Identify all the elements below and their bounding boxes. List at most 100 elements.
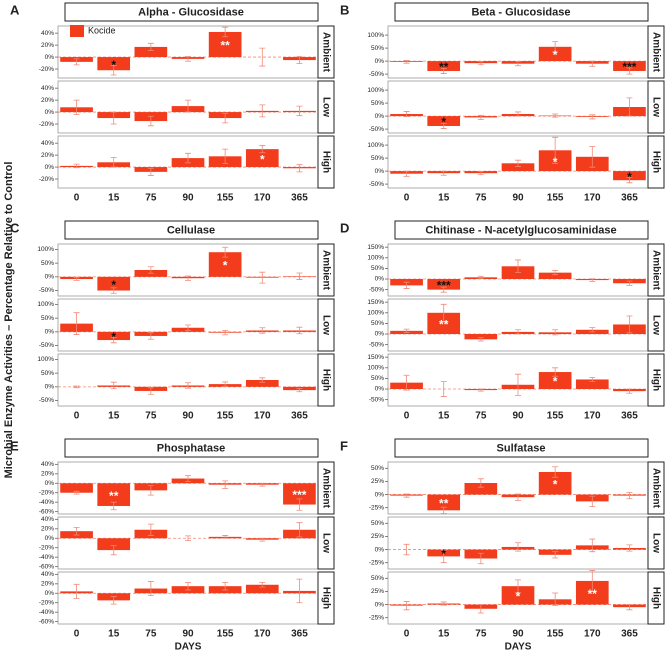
panel-title: Alpha - Glucosidase: [138, 6, 244, 18]
y-tick-label: 100%: [367, 365, 384, 372]
error-bar: [626, 315, 633, 334]
significance-label: **: [439, 60, 449, 74]
bar: [97, 57, 131, 71]
error-bar: [626, 280, 633, 286]
y-tick-label: 100%: [367, 142, 384, 149]
y-tick-label: 40%: [41, 571, 54, 578]
error-bar: [589, 278, 596, 282]
error-bar: [515, 111, 521, 117]
y-tick-label: 40%: [41, 140, 54, 147]
error-bar: [589, 327, 596, 333]
x-tick-label: 365: [291, 411, 308, 422]
bar: [575, 580, 609, 605]
error-bar: [222, 381, 229, 387]
error-bar: [185, 99, 191, 113]
error-bar: [626, 97, 633, 117]
significance-label: *: [441, 115, 446, 129]
error-bar: [259, 145, 266, 154]
error-bar: [552, 367, 559, 377]
bar: [97, 483, 131, 506]
bar: [427, 312, 461, 335]
error-bar: [73, 99, 80, 115]
bar: [60, 483, 93, 493]
error-bar: [403, 170, 410, 177]
y-tick-label: 150%: [367, 244, 384, 251]
error-bar: [259, 377, 266, 383]
x-tick-label: 90: [182, 629, 194, 640]
error-bar: [403, 111, 410, 118]
error-bar: [296, 272, 303, 280]
error-bar: [185, 475, 191, 482]
panel-title: Sulfatase: [497, 442, 546, 454]
panel-letter: D: [340, 220, 349, 235]
error-bar: [403, 493, 410, 498]
bar: [575, 379, 609, 390]
y-tick-label: 0%: [375, 58, 385, 65]
plot-area: [387, 298, 649, 352]
y-tick-label: 100%: [367, 255, 384, 262]
error-bar: [222, 246, 229, 258]
x-tick-label: 0: [74, 411, 80, 422]
plot-area: [57, 461, 319, 515]
bar: [245, 584, 279, 594]
error-bar: [296, 522, 303, 538]
significance-label: *: [553, 477, 558, 491]
error-bar: [110, 501, 117, 511]
error-bar: [110, 596, 117, 605]
error-bar: [515, 61, 521, 67]
strip: [317, 25, 335, 79]
strip: [317, 298, 335, 352]
error-bar: [185, 152, 191, 164]
title-box: [64, 2, 319, 22]
error-bar: [147, 523, 154, 536]
error-bar: [73, 277, 80, 281]
error-bar: [296, 388, 303, 393]
error-bar: [222, 112, 229, 124]
plot-area: [57, 243, 319, 297]
x-tick-label: 0: [404, 193, 410, 204]
y-tick-label: 0%: [45, 274, 55, 281]
error-bar: [552, 41, 559, 53]
x-axis-label: DAYS: [505, 642, 532, 653]
panel-letter: E: [10, 438, 19, 453]
y-tick-label: 50%: [371, 265, 384, 272]
plot-area: [387, 461, 649, 515]
strip: [647, 353, 665, 407]
error-bar: [440, 170, 447, 176]
error-bar: [259, 271, 266, 284]
strip: [317, 571, 335, 625]
error-bar: [147, 266, 154, 274]
title-box: [394, 2, 649, 22]
error-bar: [296, 164, 303, 173]
bar: [464, 483, 498, 495]
y-tick-label: -60%: [39, 618, 54, 625]
y-tick-label: 100%: [367, 310, 384, 317]
y-tick-label: 0%: [375, 386, 385, 393]
panel-title: Chitinase - N-acetylglucosaminidase: [425, 224, 616, 236]
bar: [245, 380, 279, 387]
significance-label: **: [109, 489, 119, 503]
y-tick-label: -20%: [39, 599, 54, 606]
y-tick-label: 50%: [371, 320, 384, 327]
error-bar: [477, 388, 484, 392]
significance-label: *: [260, 152, 265, 166]
y-tick-label: -40%: [39, 554, 54, 561]
y-tick-label: -50%: [369, 71, 384, 78]
error-bar: [477, 114, 484, 120]
error-bar: [515, 159, 521, 167]
error-bar: [477, 552, 484, 565]
error-bar: [73, 583, 80, 599]
facet-label: Ambient: [650, 250, 661, 291]
y-tick-label: 50%: [371, 45, 384, 52]
x-tick-label: 0: [404, 411, 410, 422]
bar: [245, 149, 279, 168]
strip: [647, 298, 665, 352]
error-bar: [440, 122, 447, 129]
error-bar: [626, 67, 633, 75]
facet-label: High: [320, 587, 331, 609]
strip: [317, 80, 335, 134]
y-tick-label: 20%: [41, 471, 54, 478]
error-bar: [515, 329, 521, 335]
error-bar: [296, 326, 303, 335]
